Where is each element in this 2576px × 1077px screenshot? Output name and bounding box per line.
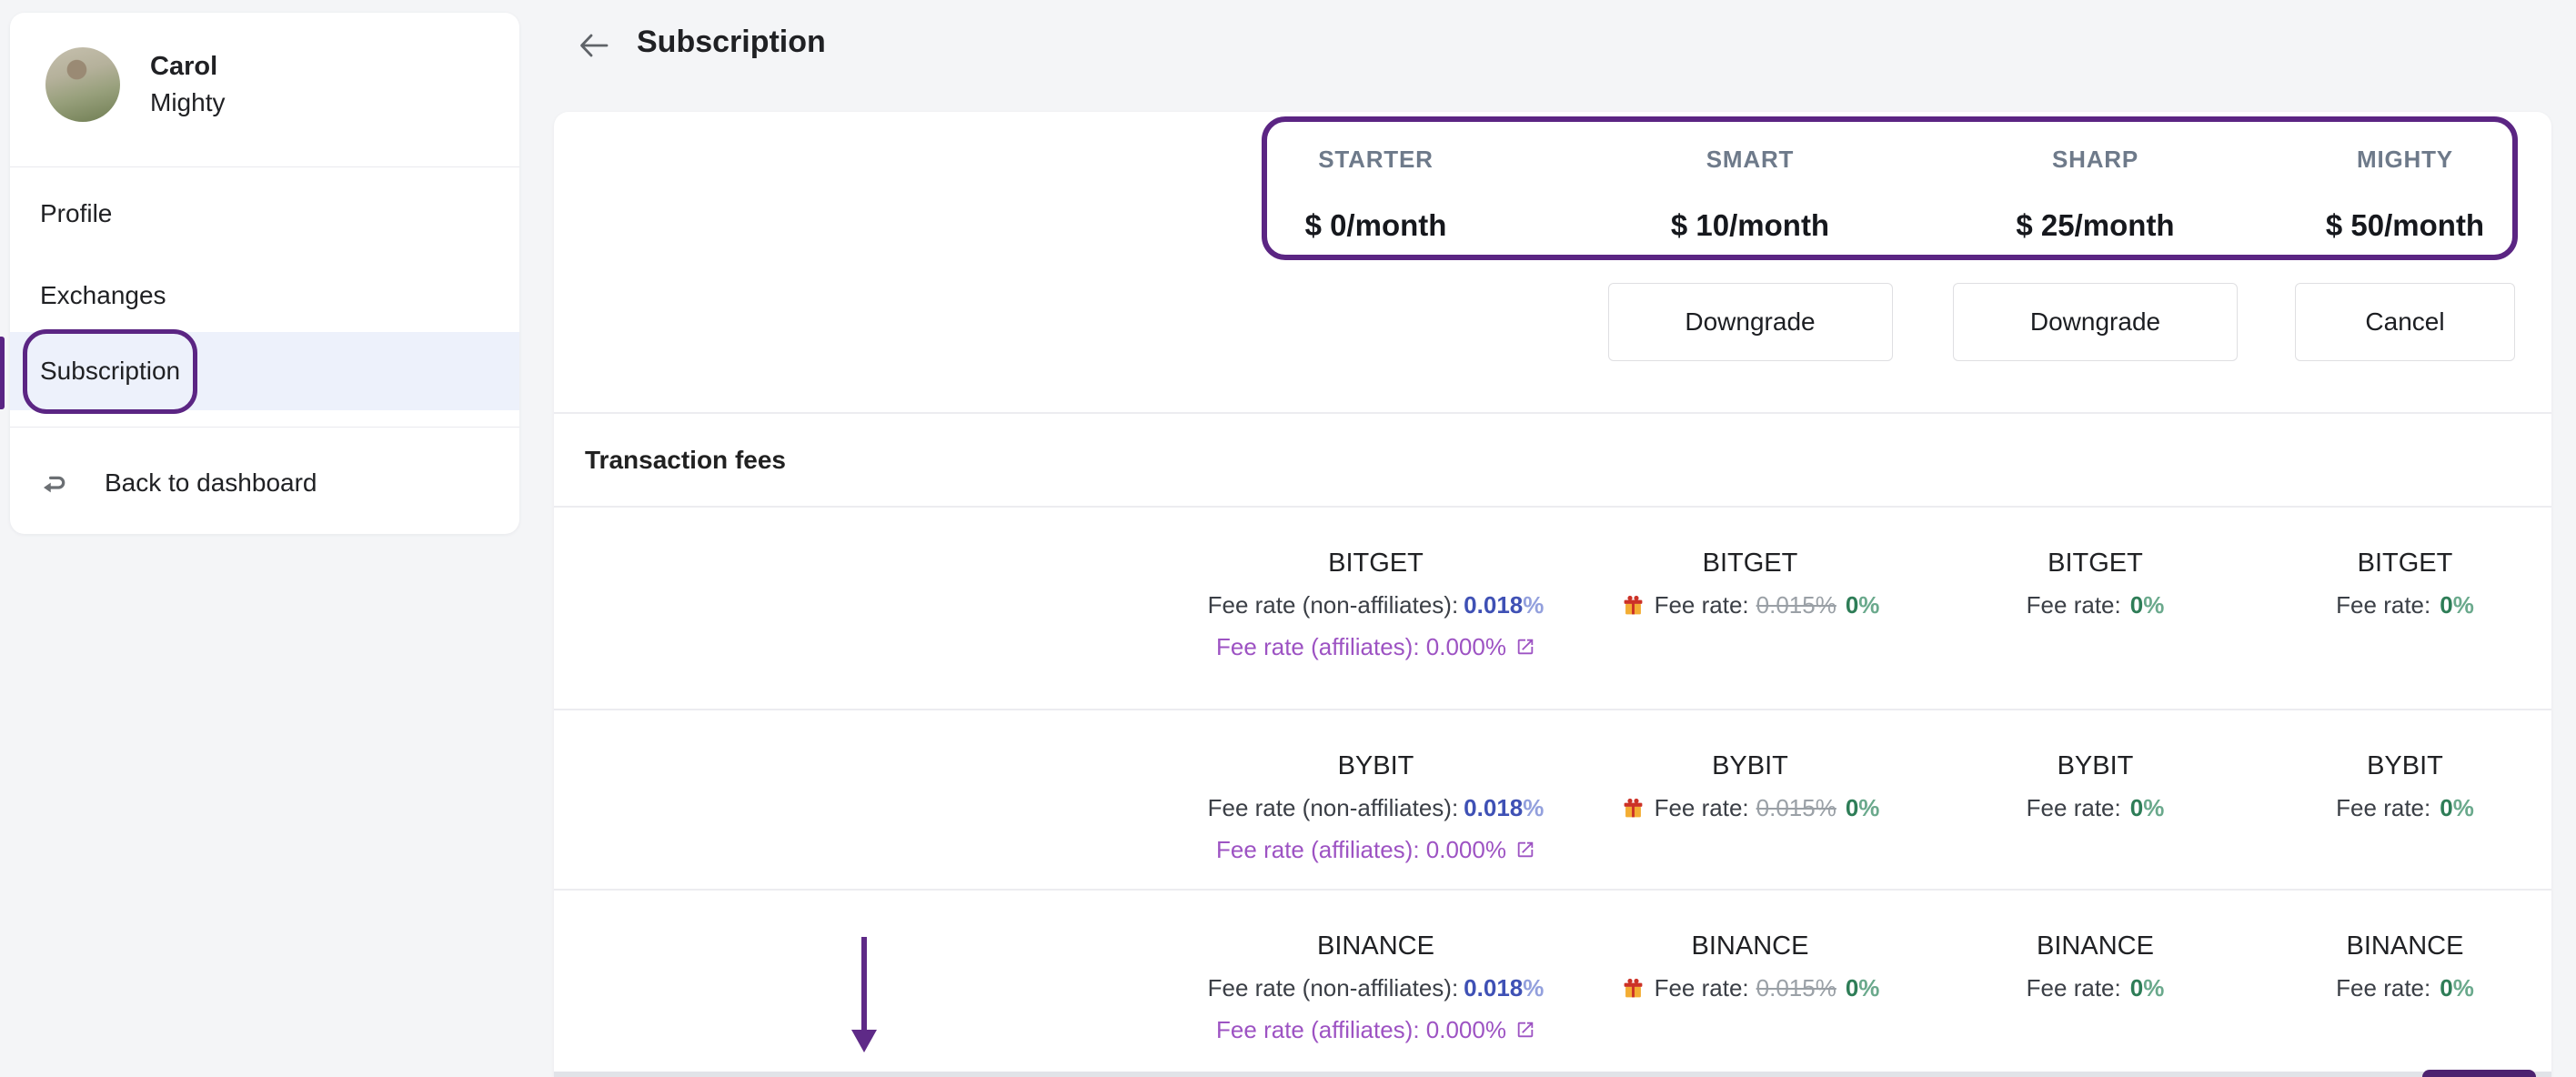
fee-rate-promo: Fee rate: 0.015% 0% <box>1621 787 1879 829</box>
plan-names-row: STARTER SMART SHARP MIGHTY <box>554 139 2551 179</box>
fee-cell-sharp: BITGET Fee rate: 0% <box>1932 509 2259 709</box>
gift-icon <box>1624 798 1642 817</box>
fee-cell-sharp: BYBIT Fee rate: 0% <box>1932 712 2259 889</box>
fee-cell-smart: BITGET Fee rate: 0.015% 0% <box>1568 509 1932 709</box>
section-separator <box>554 412 2551 414</box>
annotation-arrow-head <box>851 1030 877 1052</box>
sidebar-item-label: Exchanges <box>40 281 166 309</box>
return-arrow-icon <box>44 476 65 493</box>
plan-actions-row: Downgrade Downgrade Cancel <box>554 283 2551 361</box>
fee-row-bybit: BYBIT Fee rate (non-affiliates): 0.018% F… <box>554 712 2551 891</box>
spacer <box>554 712 1183 889</box>
fee-rate-affiliates-link[interactable]: Fee rate (affiliates): 0.000% <box>1216 829 1535 871</box>
spacer <box>554 139 1183 179</box>
page-title: Subscription <box>637 25 826 59</box>
back-to-dashboard-label: Back to dashboard <box>105 468 317 497</box>
fee-row-binance: BINANCE Fee rate (non-affiliates): 0.018%… <box>554 892 2551 1072</box>
fee-cell-starter: BYBIT Fee rate (non-affiliates): 0.018% F… <box>1183 712 1568 889</box>
fee-cell-starter: BINANCE Fee rate (non-affiliates): 0.018%… <box>1183 892 1568 1072</box>
fee-rate-promo: Fee rate: 0.015% 0% <box>1621 584 1879 626</box>
fee-cell-mighty: BINANCE Fee rate: 0% <box>2259 892 2551 1072</box>
fee-rate: Fee rate: 0% <box>2336 794 2474 821</box>
sidebar-item-profile[interactable]: Profile <box>10 188 519 239</box>
spacer <box>554 509 1183 709</box>
user-block: Carol Mighty <box>45 47 225 122</box>
user-name-block: Carol Mighty <box>150 48 225 121</box>
fee-cell-smart: BYBIT Fee rate: 0.015% 0% <box>1568 712 1932 889</box>
spacer <box>554 283 1183 361</box>
next-row-separator <box>554 1072 2551 1077</box>
spacer <box>554 201 1183 250</box>
fee-row-bitget: BITGET Fee rate (non-affiliates): 0.018% … <box>554 509 2551 710</box>
user-first-name: Carol <box>150 52 218 81</box>
plan-prices-row: $ 0/month $ 10/month $ 25/month $ 50/mon… <box>554 201 2551 250</box>
exchange-name: BYBIT <box>1337 751 1414 780</box>
exchange-name: BINANCE <box>2037 931 2154 961</box>
fee-rate-non-affiliates: Fee rate (non-affiliates): 0.018% <box>1207 794 1545 821</box>
fee-cell-mighty: BYBIT Fee rate: 0% <box>2259 712 2551 889</box>
avatar <box>45 47 120 122</box>
sidebar-item-label: Profile <box>40 199 113 227</box>
sidebar-divider <box>10 427 519 428</box>
plan-name-smart: SMART <box>1706 145 1795 173</box>
sidebar-item-subscription[interactable]: Subscription <box>10 332 519 410</box>
transaction-fees-title: Transaction fees <box>585 445 786 474</box>
exchange-name: BINANCE <box>1317 931 1434 961</box>
sidebar-item-label: Subscription <box>40 357 181 385</box>
gift-icon <box>1624 595 1642 614</box>
sidebar-divider <box>10 166 519 167</box>
plan-price-sharp: $ 25/month <box>2016 208 2175 242</box>
cancel-mighty-button[interactable]: Cancel <box>2295 283 2515 361</box>
fee-rate: Fee rate: 0% <box>2026 974 2165 1002</box>
exchange-name: BITGET <box>2048 549 2143 578</box>
fee-rate-promo: Fee rate: 0.015% 0% <box>1621 967 1879 1009</box>
downgrade-smart-button[interactable]: Downgrade <box>1607 283 1893 361</box>
exchange-name: BITGET <box>1702 549 1798 578</box>
plan-price-mighty: $ 50/month <box>2325 208 2485 242</box>
exchange-name: BINANCE <box>2346 931 2464 961</box>
user-last-name: Mighty <box>150 88 226 116</box>
fee-rate-affiliates-link[interactable]: Fee rate (affiliates): 0.000% <box>1216 626 1535 668</box>
exchange-name: BITGET <box>2357 549 2453 578</box>
exchange-name: BITGET <box>1328 549 1424 578</box>
fee-rate: Fee rate: 0% <box>2336 974 2474 1002</box>
downgrade-sharp-button[interactable]: Downgrade <box>1953 283 2238 361</box>
exchange-name: BINANCE <box>1691 931 1809 961</box>
fee-rate-non-affiliates: Fee rate (non-affiliates): 0.018% <box>1207 974 1545 1002</box>
external-link-icon <box>1517 1022 1534 1038</box>
fee-rate: Fee rate: 0% <box>2336 591 2474 619</box>
fee-rate: Fee rate: 0% <box>2026 794 2165 821</box>
exchange-name: BYBIT <box>1712 751 1788 780</box>
fee-cell-smart: BINANCE Fee rate: 0.015% 0% <box>1568 892 1932 1072</box>
external-link-icon <box>1517 639 1534 655</box>
subscription-panel: STARTER SMART SHARP MIGHTY $ 0/month $ 1… <box>554 112 2551 1077</box>
exchange-name: BYBIT <box>2367 751 2443 780</box>
plan-price-starter: $ 0/month <box>1304 208 1447 242</box>
sidebar: Carol Mighty Profile Exchanges Subscript… <box>10 13 519 534</box>
plan-name-starter: STARTER <box>1318 145 1434 173</box>
fee-cell-mighty: BITGET Fee rate: 0% <box>2259 509 2551 709</box>
annotation-arrow <box>861 937 867 1032</box>
annotation-left-bar <box>0 337 5 409</box>
spacer <box>1183 283 1568 361</box>
external-link-icon <box>1517 841 1534 858</box>
sidebar-item-exchanges[interactable]: Exchanges <box>10 270 519 321</box>
fee-rate-affiliates-link[interactable]: Fee rate (affiliates): 0.000% <box>1216 1009 1535 1051</box>
plan-name-mighty: MIGHTY <box>2357 145 2453 173</box>
plan-name-sharp: SHARP <box>2051 145 2138 173</box>
plan-price-smart: $ 10/month <box>1670 208 1830 242</box>
cutoff-purple-element <box>2422 1070 2536 1077</box>
fee-rate: Fee rate: 0% <box>2026 591 2165 619</box>
transaction-fees-heading-row: Transaction fees <box>554 414 2551 508</box>
back-arrow-icon[interactable] <box>577 28 611 63</box>
gift-icon <box>1624 978 1642 997</box>
back-to-dashboard-link[interactable]: Back to dashboard <box>10 458 519 508</box>
fee-rate-non-affiliates: Fee rate (non-affiliates): 0.018% <box>1207 591 1545 619</box>
fee-cell-starter: BITGET Fee rate (non-affiliates): 0.018% … <box>1183 509 1568 709</box>
exchange-name: BYBIT <box>2057 751 2134 780</box>
fee-cell-sharp: BINANCE Fee rate: 0% <box>1932 892 2259 1072</box>
